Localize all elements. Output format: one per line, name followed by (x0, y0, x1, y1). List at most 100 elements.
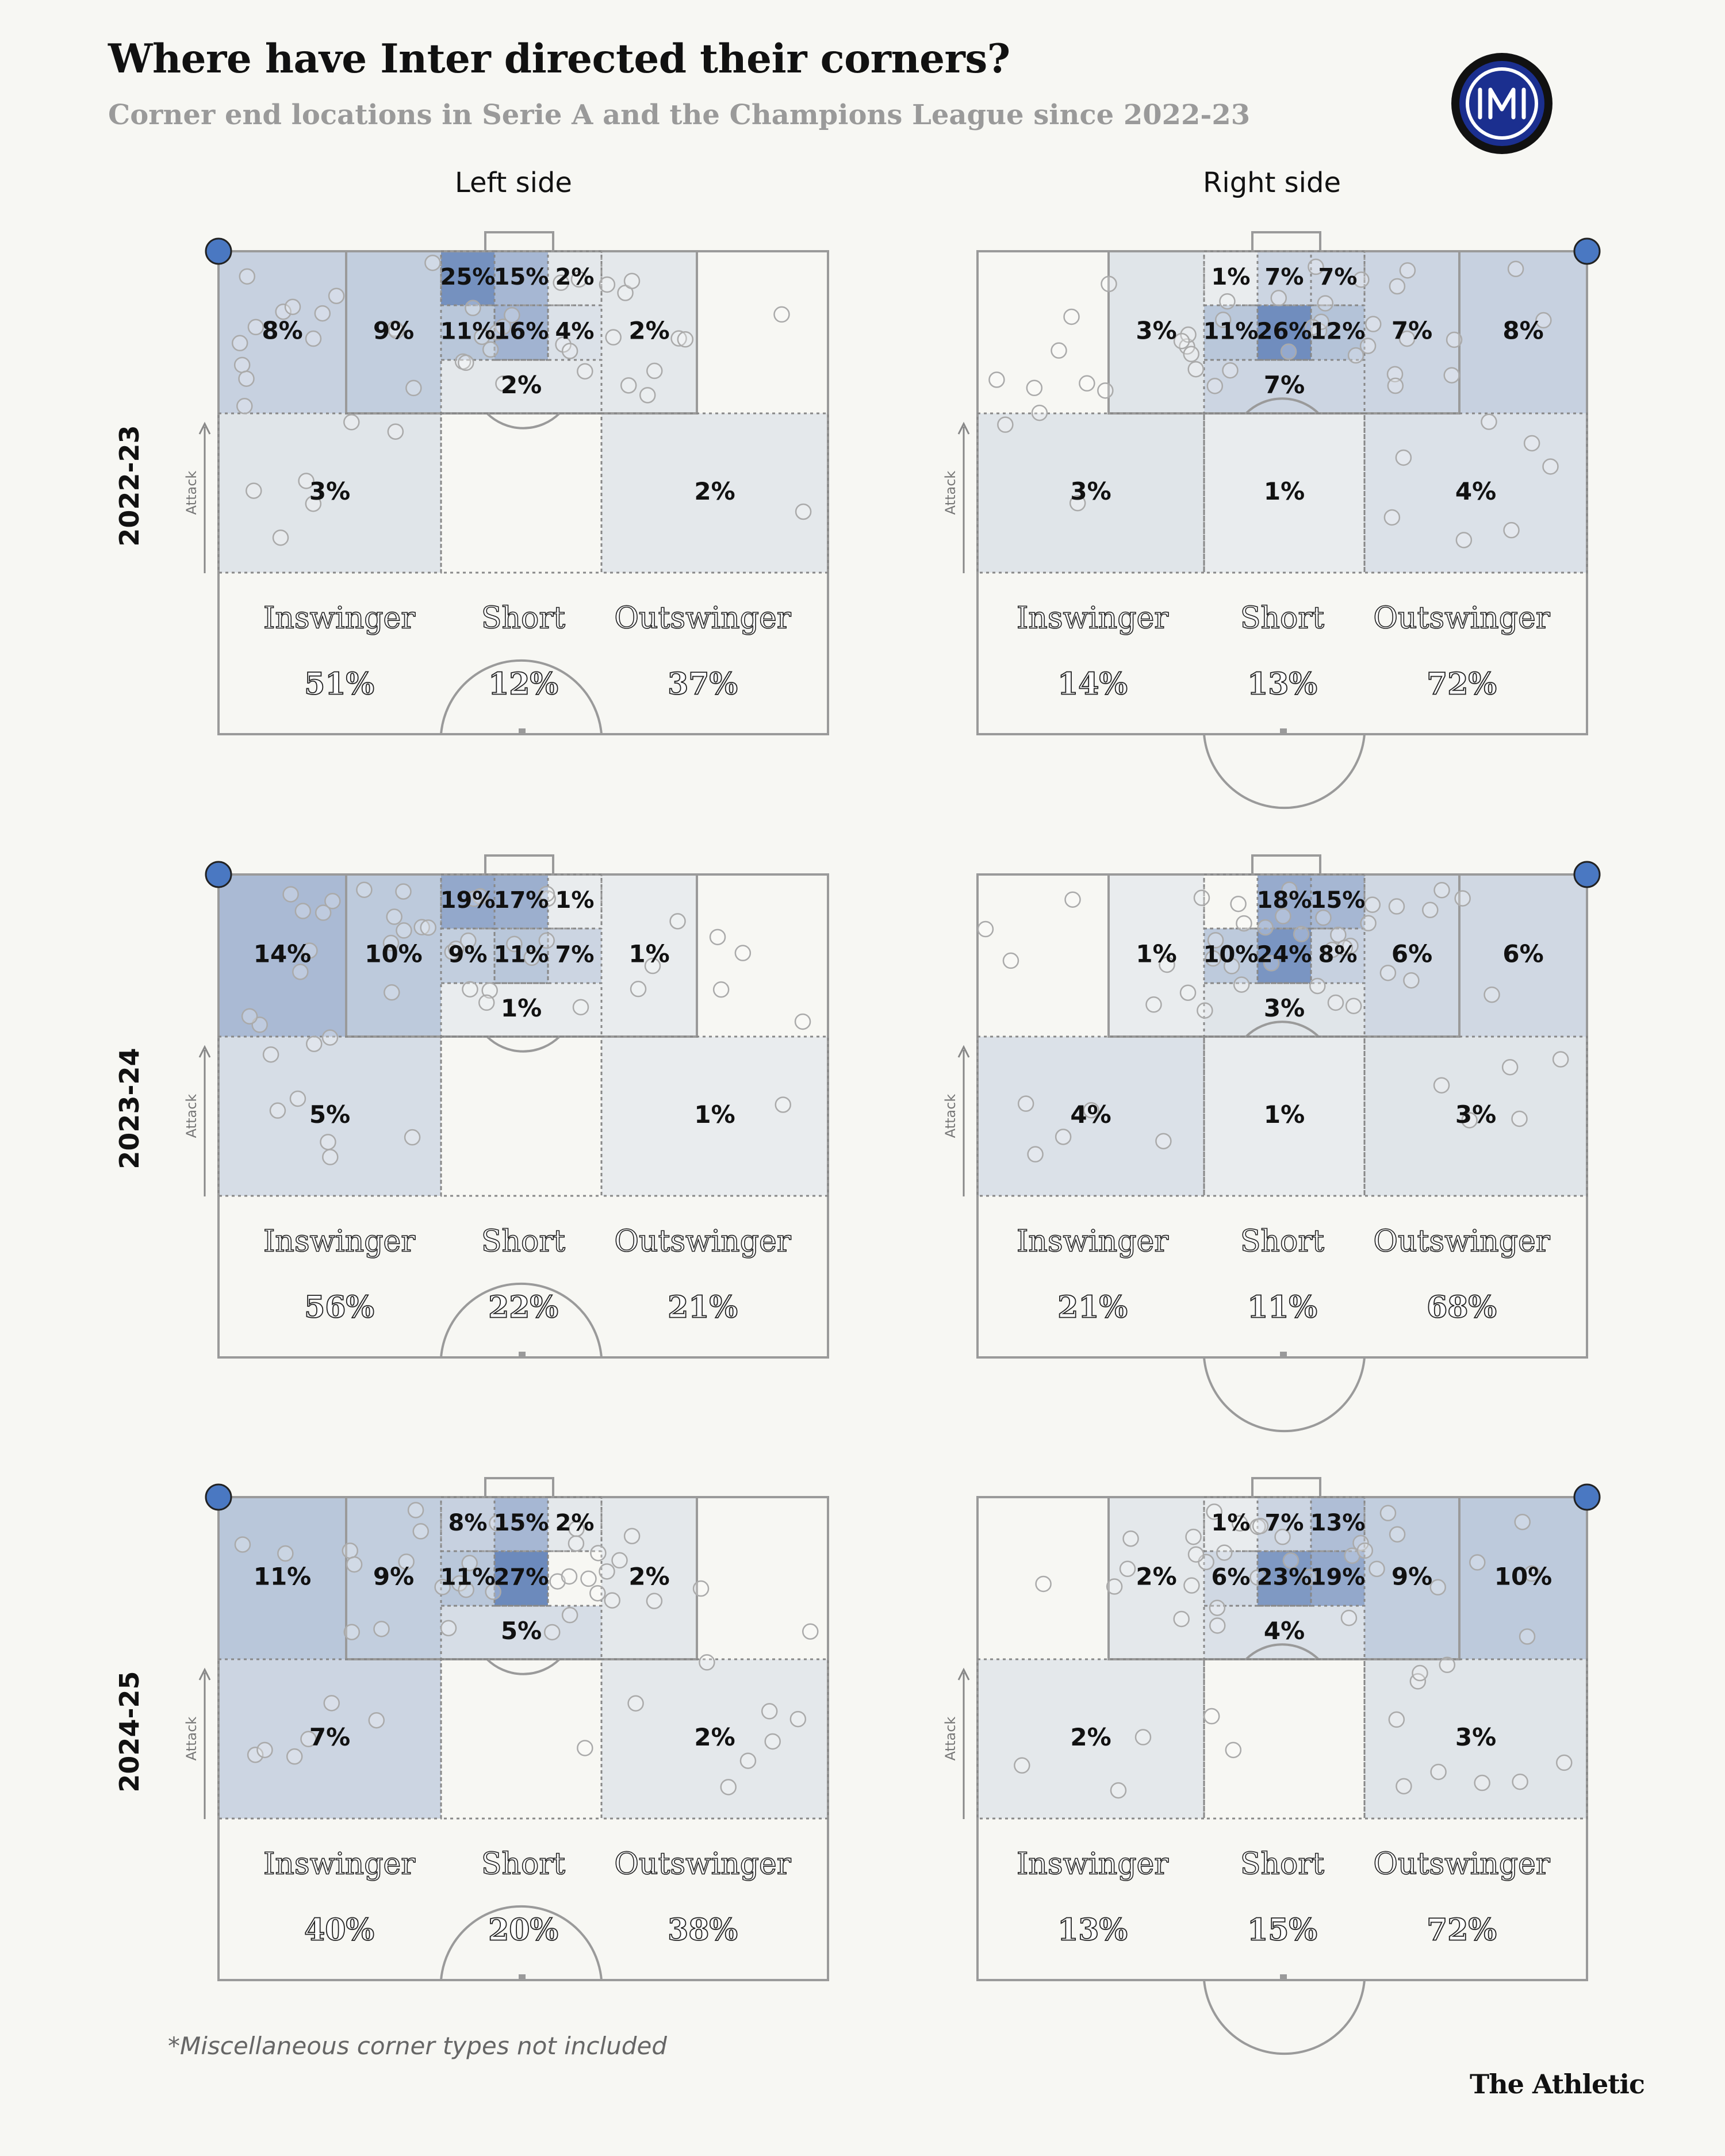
corner-event-point (289, 1090, 306, 1107)
zone-label-six_b: 7% (1265, 264, 1304, 290)
corner-event-point (1399, 262, 1416, 279)
corner-event-point (413, 919, 430, 935)
corner-event-point (623, 273, 641, 289)
zone-label-box_side: 9% (373, 1563, 414, 1591)
summary-label-short: Short (481, 1847, 565, 1882)
corner-event-point (465, 300, 481, 316)
corner-event-point (382, 934, 400, 952)
zone-label-pen_b: 23% (1257, 1564, 1312, 1591)
six-yard-box (1203, 250, 1366, 306)
corner-event-point (794, 1013, 811, 1030)
corner-event-point (239, 268, 256, 285)
zone-edge_near (1364, 1659, 1587, 1819)
zone-label-box_far: 3% (1136, 317, 1176, 345)
zone-label-pen_spot: 7% (1264, 371, 1305, 399)
corner-event-point (1364, 316, 1382, 332)
zone-label-box_side: 9% (373, 317, 414, 345)
corner-event-point (1257, 919, 1274, 936)
zone-label-edge_near: 4% (1455, 477, 1496, 505)
corner-event-point (773, 306, 790, 323)
zone-edge_far (601, 1037, 828, 1196)
zone-label-pen_c: 10% (1203, 942, 1259, 968)
corner-event-point (1317, 295, 1334, 312)
zone-label-pen_b: 27% (494, 1564, 549, 1591)
corner-event-point (1206, 378, 1224, 394)
centre-spot (519, 1352, 526, 1359)
zone-label-far_wide: 11% (254, 1563, 312, 1591)
zone-box_side (1364, 1497, 1459, 1659)
corner-event-point (262, 1046, 279, 1063)
corner-event-point (789, 1710, 807, 1728)
corner-event-point (1209, 1599, 1226, 1616)
corner-event-point (1180, 326, 1197, 343)
zone-border-pen_b (1256, 927, 1312, 984)
corner-event-point (1055, 1129, 1072, 1145)
corner-event-point (1231, 1515, 1248, 1532)
corner-event-point (699, 1654, 715, 1671)
corner-event-point (1352, 1534, 1369, 1552)
summary-value-short: 22% (488, 1290, 558, 1325)
corner-event-point (599, 1563, 615, 1580)
corner-event-point (1205, 950, 1222, 967)
corner-event-point (639, 387, 656, 404)
corner-event-point (1219, 293, 1236, 310)
zone-border-pen_spot (440, 359, 603, 415)
corner-event-point (1313, 313, 1329, 330)
zone-label-six_a: 7% (1318, 264, 1358, 290)
corner-event-point (395, 883, 412, 900)
corner-event-point (1327, 994, 1344, 1011)
column-header-left: Left side (455, 167, 572, 199)
pitch-panel-2023-24-right: Attack6%6%1%15%18%8%24%10%3%3%1%4%Inswin… (942, 854, 1601, 1433)
summary-value-inswinger: 21% (1057, 1290, 1128, 1325)
corner-event-point (1360, 915, 1377, 932)
zone-border-pen_spot (440, 982, 603, 1038)
zone-label-pen_spot: 5% (501, 1617, 542, 1645)
summary-label-short: Short (1240, 1847, 1324, 1882)
corner-event-point (323, 1695, 340, 1712)
zone-label-edge_near: 3% (1455, 1723, 1496, 1751)
zone-label-box_side: 6% (1392, 940, 1432, 968)
corner-event-point (1222, 362, 1239, 379)
zone-far_wide (218, 1497, 346, 1659)
summary-label-outswinger: Outswinger (614, 1847, 791, 1882)
corner-event-point (231, 335, 248, 352)
corner-event-point (272, 529, 289, 546)
corner-event-point (630, 980, 647, 998)
zone-border-pen_spot (1203, 1605, 1366, 1660)
zone-box_side (346, 1497, 441, 1659)
zone-border-pen_spot (1203, 359, 1366, 415)
zone-edge_far (977, 1659, 1204, 1819)
corner-event-point (734, 945, 752, 961)
corner-event-point (1552, 1051, 1569, 1068)
centre-spot (1280, 1352, 1287, 1359)
zone-box_side (1364, 874, 1459, 1037)
summary-label-outswinger: Outswinger (1373, 1847, 1550, 1882)
centre-spot (519, 1974, 526, 1981)
zone-edge_mid (441, 1037, 601, 1196)
corner-event-point (1155, 1133, 1172, 1150)
corner-event-point (1433, 1077, 1450, 1094)
corner-event-point (1301, 1568, 1317, 1586)
penalty-arc (1245, 1021, 1320, 1038)
corner-event-point (1388, 898, 1405, 915)
corner-flag-dot (1573, 1483, 1601, 1511)
corner-event-point (1026, 379, 1043, 397)
corner-event-point (301, 942, 318, 959)
corner-event-point (1017, 1095, 1034, 1112)
chart-subtitle: Corner end locations in Serie A and the … (108, 99, 1251, 131)
corner-event-point (241, 1008, 258, 1025)
corner-event-point (282, 886, 299, 903)
column-header-right: Right side (1203, 167, 1341, 199)
attack-label: Attack (942, 1094, 959, 1138)
corner-event-point (1461, 1112, 1478, 1129)
six-yard-box (1203, 1496, 1366, 1552)
goal (484, 854, 554, 876)
zone-six_b (494, 1497, 548, 1551)
zone-label-six_c: 2% (555, 264, 595, 290)
corner-event-point (1193, 889, 1210, 906)
corner-event-point (1252, 1518, 1269, 1534)
corner-event-point (328, 287, 345, 304)
corner-event-point (1027, 1146, 1044, 1163)
corner-event-point (1542, 458, 1559, 475)
corner-event-point (577, 363, 593, 380)
